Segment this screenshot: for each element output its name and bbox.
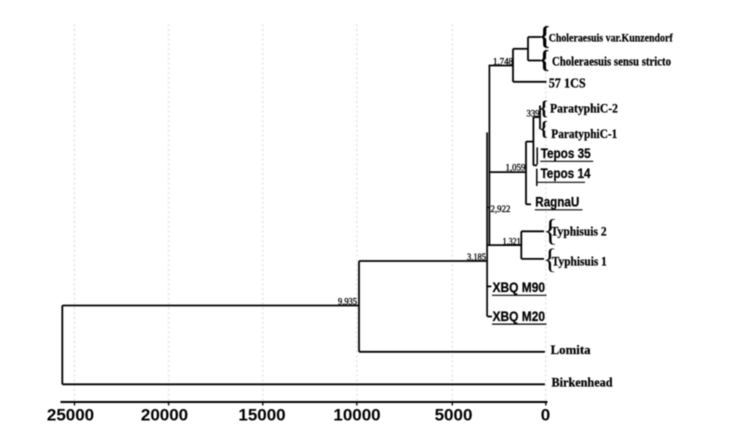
svg-text:0: 0: [541, 405, 550, 424]
svg-text:1,321: 1,321: [503, 236, 521, 246]
svg-text:339: 339: [527, 109, 540, 119]
svg-text:Typhisuis 2: Typhisuis 2: [551, 223, 607, 238]
svg-text:Choleraesuis sensu stricto: Choleraesuis sensu stricto: [552, 54, 671, 68]
svg-text:{: {: [540, 99, 548, 120]
svg-text:XBQ M90: XBQ M90: [493, 279, 546, 295]
svg-text:2,922: 2,922: [491, 204, 511, 214]
svg-text:ParatyphiC-1: ParatyphiC-1: [551, 126, 617, 141]
svg-text:1,748: 1,748: [493, 56, 513, 66]
svg-text:9,935: 9,935: [338, 296, 357, 306]
svg-text:{: {: [540, 119, 548, 140]
svg-text:Birkenhead: Birkenhead: [552, 375, 613, 389]
svg-text:RagnaU: RagnaU: [535, 194, 579, 210]
svg-text:{: {: [543, 243, 557, 275]
svg-text:5000: 5000: [435, 405, 473, 424]
svg-text:{: {: [540, 47, 550, 74]
svg-text:Lomita: Lomita: [551, 343, 592, 357]
svg-text:ParatyphiC-2: ParatyphiC-2: [550, 101, 618, 116]
svg-text:Tepos 35: Tepos 35: [541, 146, 591, 161]
svg-text:Choleraesuis var.Kunzendorf: Choleraesuis var.Kunzendorf: [549, 31, 674, 45]
svg-text:Typhisuis 1: Typhisuis 1: [552, 254, 607, 269]
svg-text:20000: 20000: [141, 405, 188, 424]
svg-text:10000: 10000: [333, 405, 380, 424]
svg-text:25000: 25000: [47, 405, 94, 424]
svg-text:{: {: [543, 213, 558, 248]
svg-text:XBQ M20: XBQ M20: [493, 308, 546, 324]
svg-text:15000: 15000: [238, 405, 285, 424]
svg-text:1,059: 1,059: [506, 163, 526, 173]
svg-text:3,185: 3,185: [467, 252, 486, 262]
svg-text:{: {: [540, 21, 550, 50]
svg-text:Tepos 14: Tepos 14: [541, 166, 591, 181]
svg-text:57 1CS: 57 1CS: [549, 75, 586, 90]
